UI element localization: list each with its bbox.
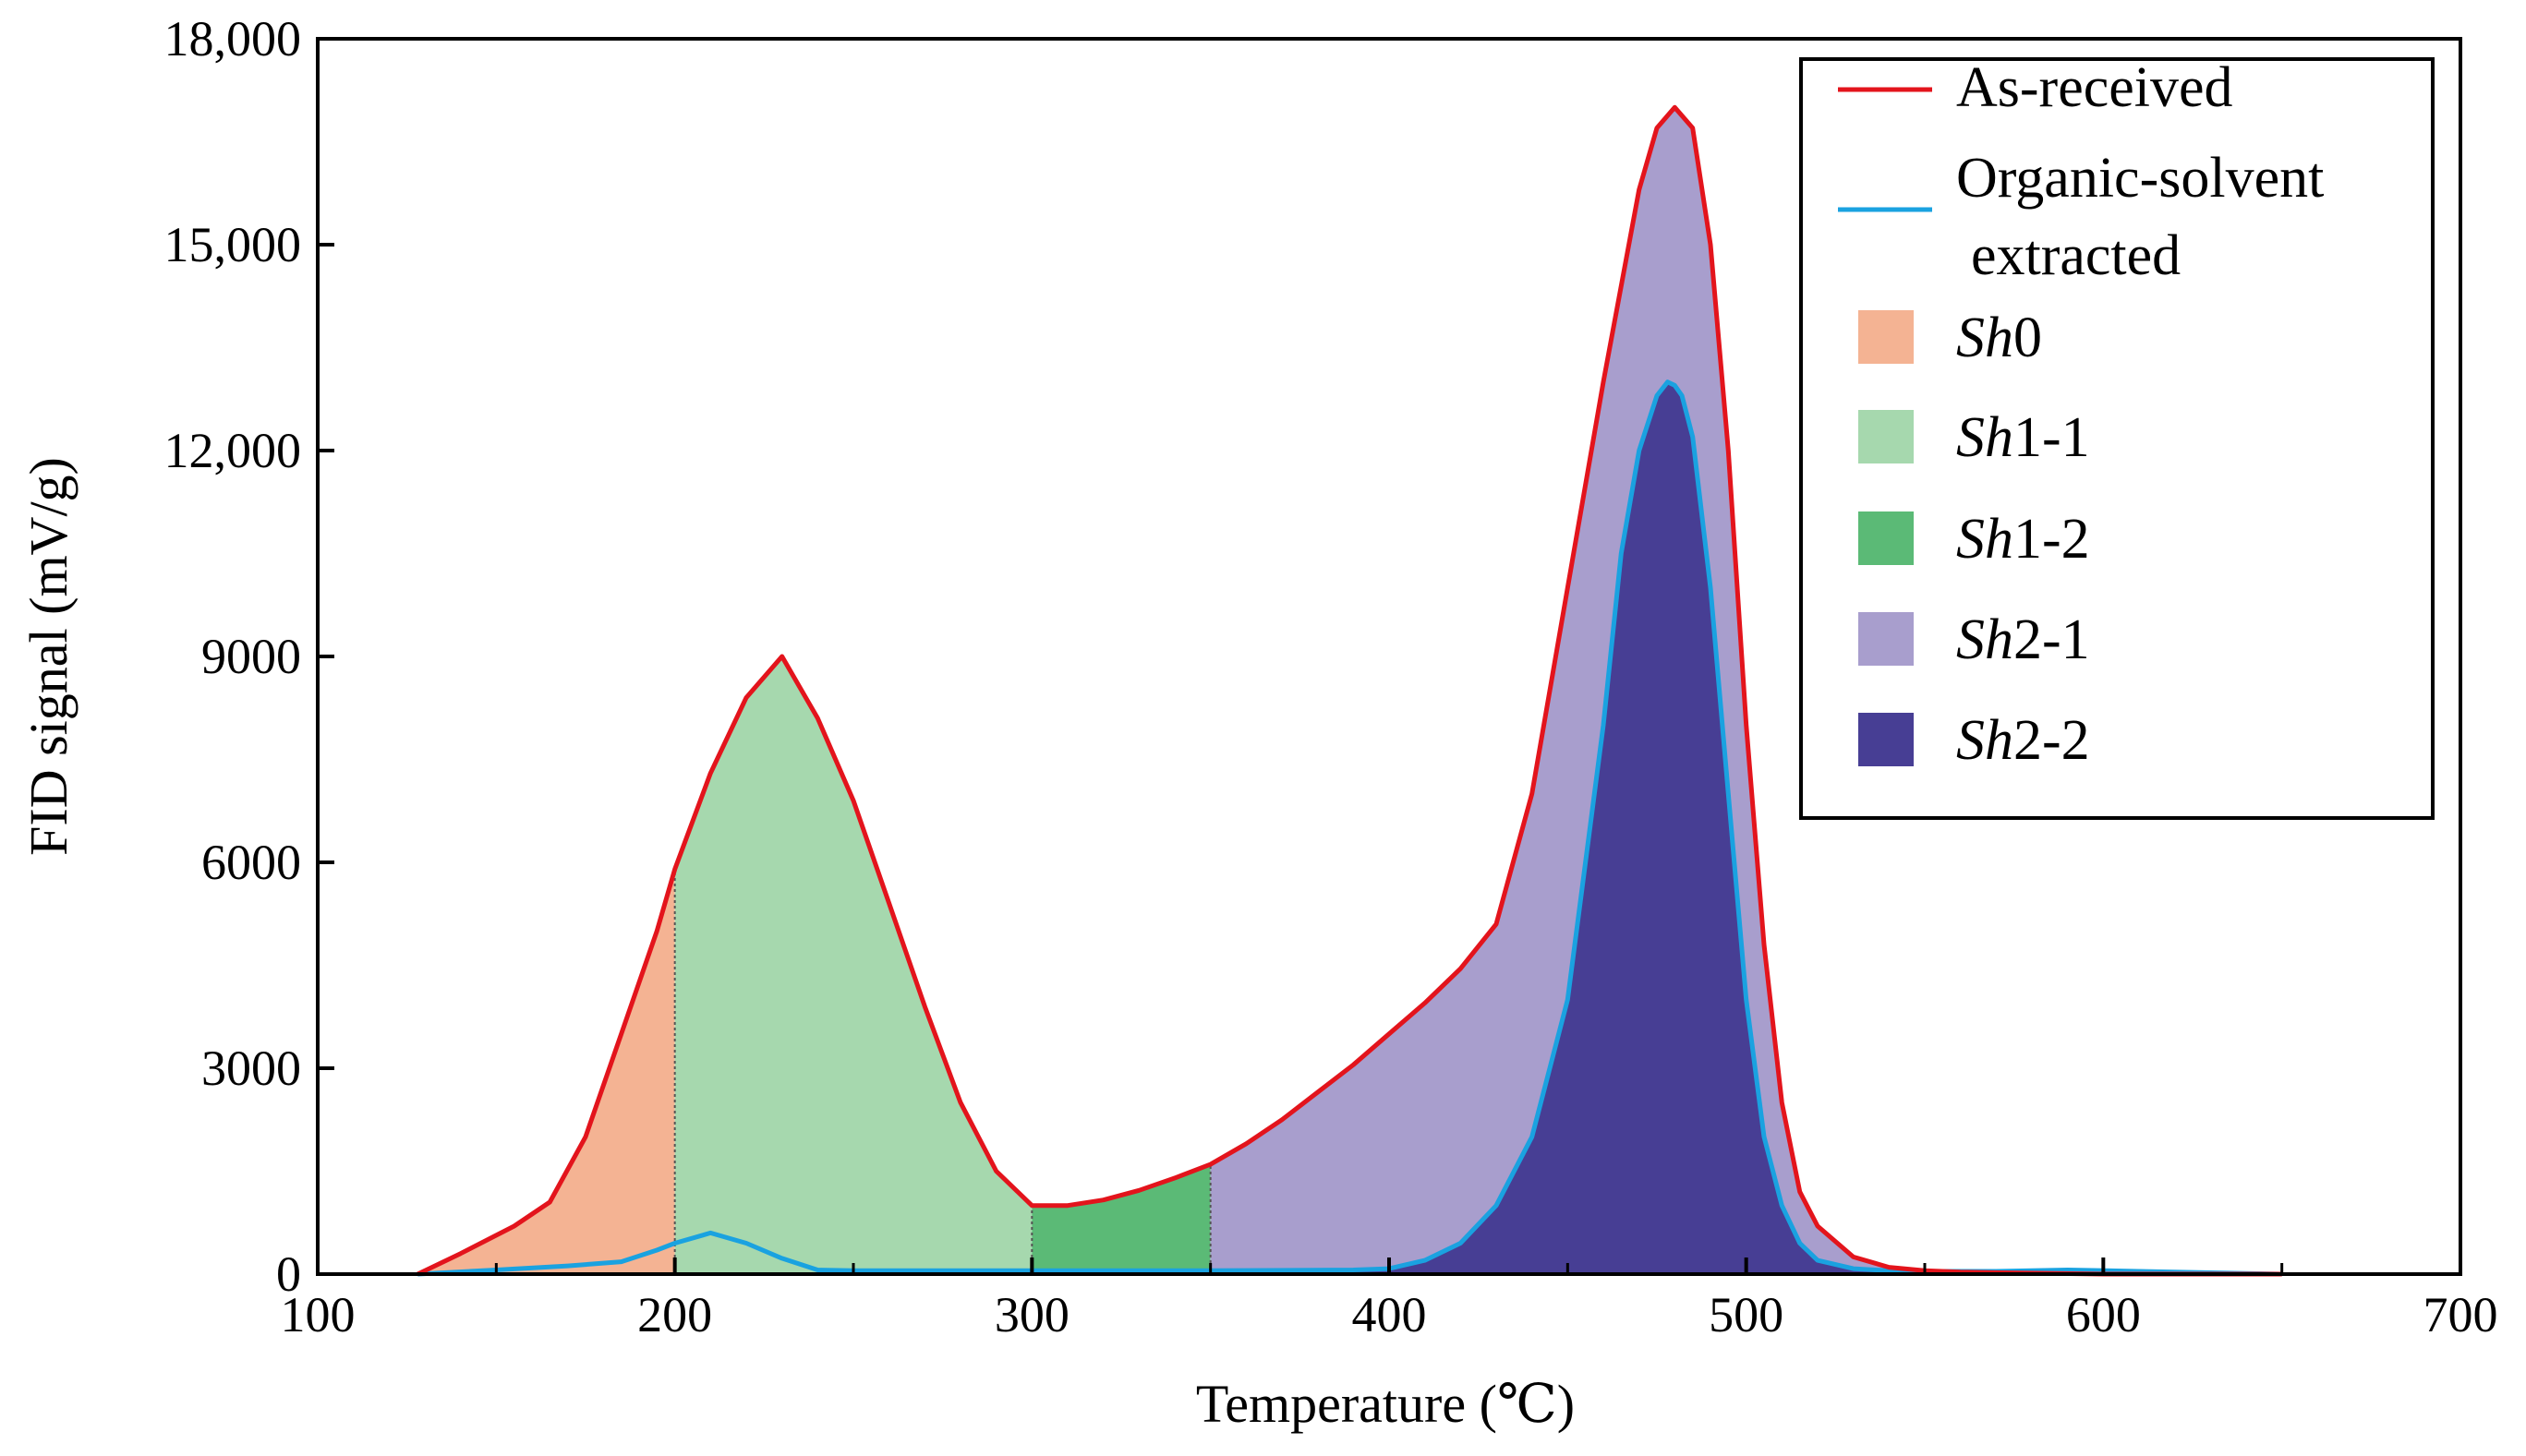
- y-tick-label: 12,000: [164, 423, 302, 478]
- series-lines: [417, 104, 2282, 1277]
- legend-label-sh1-1: Sh1-1: [1956, 406, 2090, 469]
- series-line-organic-solvent-extracted: [417, 379, 2282, 1277]
- region-sh2-1: [1210, 107, 2282, 1274]
- region-sh1-1: [674, 656, 1033, 1274]
- legend-label-sh2-2: Sh2-2: [1956, 709, 2090, 772]
- legend: As-received Organic-solvent extracted Sh0 Sh…: [1799, 56, 2435, 820]
- x-tick-label: 400: [1352, 1287, 1427, 1342]
- region-sh2-2: [1353, 381, 2282, 1274]
- y-tick-label: 6000: [201, 835, 301, 890]
- shaded-regions: [417, 107, 2282, 1274]
- legend-swatch-sh1-2: [1858, 511, 1914, 565]
- x-tick-label: 300: [995, 1287, 1070, 1342]
- series-line-as-received: [417, 104, 2282, 1277]
- x-tick-label: 200: [637, 1287, 712, 1342]
- y-tick-label: 18,000: [164, 11, 302, 66]
- y-tick-label: 15,000: [164, 217, 302, 272]
- x-tick-label: 500: [1709, 1287, 1783, 1342]
- legend-label-sh0: Sh0: [1956, 307, 2042, 369]
- legend-swatch-sh0: [1858, 310, 1914, 364]
- legend-label-sh1-2: Sh1-2: [1956, 508, 2090, 571]
- y-axis-title: FID signal (mV/g): [18, 457, 79, 856]
- legend-label-sh2-1: Sh2-1: [1956, 608, 2090, 671]
- axis-ticks: 100 200 300 400 500 600 700 0 3000 6000 9000 12,000…: [164, 11, 2498, 1342]
- legend-label: extracted: [1971, 224, 2181, 287]
- legend-swatch-sh1-1: [1858, 410, 1914, 463]
- x-tick-label: 600: [2066, 1287, 2141, 1342]
- legend-swatch-sh2-1: [1858, 612, 1914, 666]
- legend-swatch-sh2-2: [1858, 713, 1914, 766]
- x-tick-label: 700: [2423, 1287, 2498, 1342]
- y-tick-label: 9000: [201, 629, 301, 684]
- region-sh0: [417, 869, 675, 1274]
- legend-label: Organic-solvent: [1956, 147, 2324, 210]
- y-tick-label: 0: [276, 1246, 301, 1302]
- x-tick-label: 100: [281, 1287, 356, 1342]
- x-axis-title: Temperature (℃): [1196, 1374, 1575, 1434]
- region-sh1-2: [1032, 1164, 1211, 1274]
- y-tick-label: 3000: [201, 1041, 301, 1096]
- legend-label: As-received: [1956, 56, 2233, 119]
